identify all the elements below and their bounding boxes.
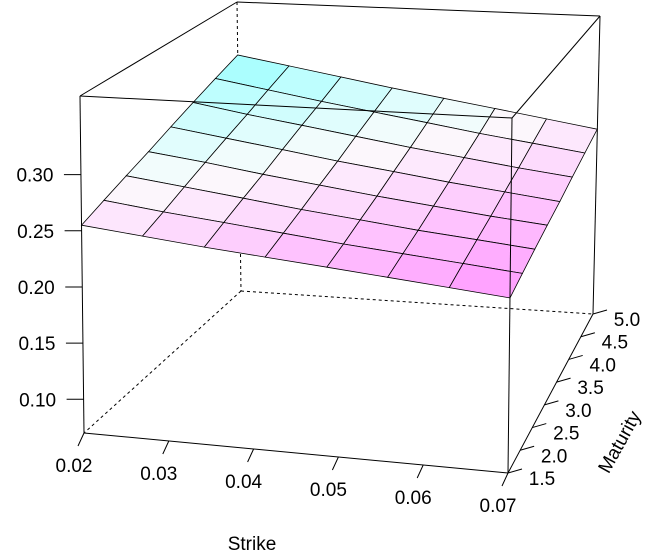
strike-tick [416, 464, 424, 479]
maturity-tick-label: 2.5 [553, 424, 579, 445]
vol-tick-label: 0.15 [18, 334, 55, 355]
maturity-tick [532, 423, 547, 429]
box-edge-front-right [507, 117, 513, 474]
box-edge-top-back [236, 1, 601, 17]
strike-axis-title: Strike [228, 534, 277, 555]
maturity-tick-label: 1.5 [529, 469, 555, 490]
surface-cell [448, 263, 524, 299]
vol-surface [80, 54, 598, 299]
strike-tick-label: 0.05 [310, 480, 347, 501]
strike-tick [77, 432, 85, 447]
box-edge-bottom-right [507, 313, 594, 474]
vol-tick-label: 0.25 [17, 222, 54, 243]
vol-tick-label: 0.30 [16, 166, 53, 187]
strike-tick-label: 0.07 [480, 496, 517, 517]
box-edge-back-right-vertical [592, 15, 601, 315]
strike-tick-label: 0.04 [225, 472, 262, 493]
maturity-tick [544, 400, 559, 406]
box-edge-bottom-front [83, 432, 509, 474]
maturity-tick-label: 3.5 [577, 378, 603, 399]
maturity-tick [520, 445, 535, 451]
maturity-tick-label: 2.0 [541, 446, 567, 467]
maturity-tick [580, 332, 595, 338]
box-front-edges [79, 1, 601, 474]
maturity-axis: 1.52.02.53.03.54.04.55.0 [507, 309, 640, 490]
maturity-tick [592, 309, 608, 315]
maturity-tick [507, 468, 523, 474]
strike-tick [501, 472, 509, 487]
box-edge-back-right [240, 290, 594, 315]
strike-tick [247, 448, 255, 463]
box-edge-top-right [511, 15, 601, 119]
box-edge-top-front [79, 95, 513, 119]
box-edge-top-left [79, 1, 238, 97]
strike-axis: 0.02 0.03 0.04 0.05 0.06 0.07 [56, 432, 517, 517]
strike-tick [162, 440, 170, 455]
vol-tick-label: 0.10 [19, 390, 56, 411]
maturity-tick-label: 4.5 [602, 333, 628, 354]
maturity-tick [556, 377, 571, 383]
box-edge-back-left [83, 290, 242, 434]
strike-tick-label: 0.06 [395, 488, 432, 509]
strike-tick [331, 456, 339, 471]
maturity-tick-label: 5.0 [614, 310, 640, 331]
maturity-tick [568, 354, 583, 360]
maturity-tick-label: 3.0 [565, 401, 591, 422]
maturity-tick-label: 4.0 [590, 355, 616, 376]
vol-tick-label: 0.20 [18, 278, 55, 299]
vol-axis: 0.10 0.15 0.20 0.25 0.30 [16, 166, 84, 411]
box-edge-front-left [79, 95, 85, 434]
strike-tick-label: 0.03 [140, 464, 177, 485]
maturity-axis-title: Maturity [595, 407, 646, 477]
strike-tick-label: 0.02 [56, 456, 93, 477]
